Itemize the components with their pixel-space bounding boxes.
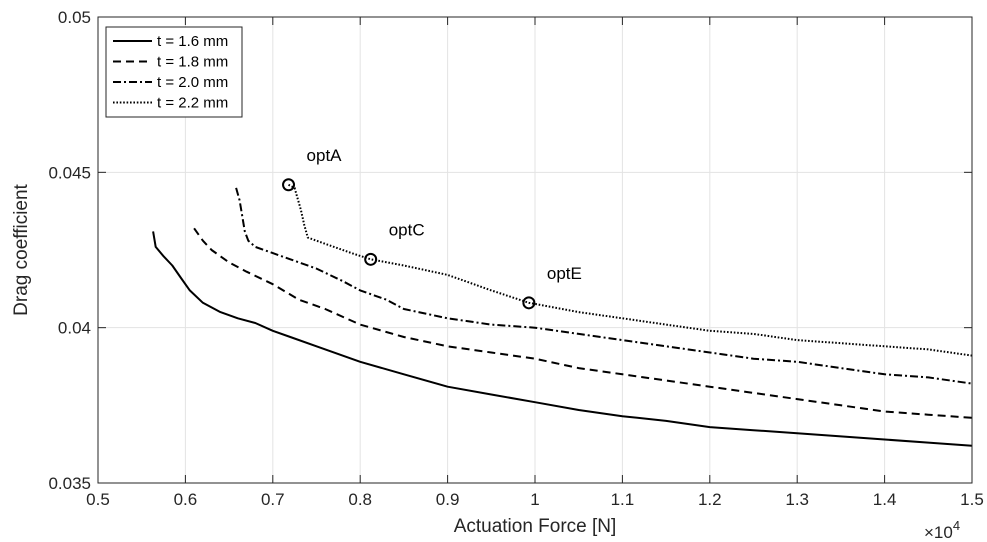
y-tick-label: 0.035 [48, 474, 91, 493]
series-line-3 [235, 187, 973, 385]
x-multiplier-base: ×10 [924, 523, 953, 542]
annotation-label: optE [547, 264, 582, 283]
x-tick-label: 1.3 [785, 490, 809, 509]
x-tick-label: 1.4 [873, 490, 897, 509]
annotation-marker [282, 178, 296, 192]
y-axis-label: Drag coefficient [11, 183, 32, 315]
annotation-label: optA [307, 146, 343, 165]
legend-label-3: t = 2.0 mm [157, 74, 228, 91]
x-tick-label: 0.6 [174, 490, 198, 509]
legend: t = 1.6 mm t = 1.8 mm t = 2.0 mm t = 2.2 mm [105, 26, 243, 118]
x-tick-label: 0.9 [436, 490, 460, 509]
series-line-2 [193, 227, 973, 419]
x-tick-label: 0.7 [261, 490, 285, 509]
series-layer [152, 183, 973, 447]
legend-label-1: t = 1.6 mm [157, 33, 228, 50]
x-tick-label: 1.1 [611, 490, 635, 509]
annotation-label: optC [389, 220, 425, 239]
y-tick-label: 0.05 [58, 8, 91, 27]
legend-label-4: t = 2.2 mm [157, 95, 228, 112]
x-axis-label: Actuation Force [N] [454, 516, 617, 537]
series-line-1 [152, 231, 973, 447]
x-tick-label: 1.5 [960, 490, 984, 509]
series-line-4 [288, 183, 973, 357]
x-tick-label: 1.2 [698, 490, 722, 509]
x-multiplier-exponent: 4 [953, 518, 960, 533]
annotation-marker [522, 296, 536, 310]
x-axis-multiplier: ×104 [924, 518, 960, 542]
x-tick-label: 1 [530, 490, 539, 509]
y-tick-label: 0.04 [58, 319, 91, 338]
legend-label-2: t = 1.8 mm [157, 54, 228, 71]
x-tick-label: 0.5 [86, 490, 110, 509]
annotation-marker [364, 252, 378, 266]
y-tick-label: 0.045 [48, 163, 91, 182]
annotations: optA optC optE [282, 146, 582, 310]
ticks: 0.5 0.6 0.7 0.8 0.9 1 1.1 1.2 1.3 1.4 1.5 0.035 0.04… [48, 8, 983, 509]
x-tick-label: 0.8 [348, 490, 372, 509]
